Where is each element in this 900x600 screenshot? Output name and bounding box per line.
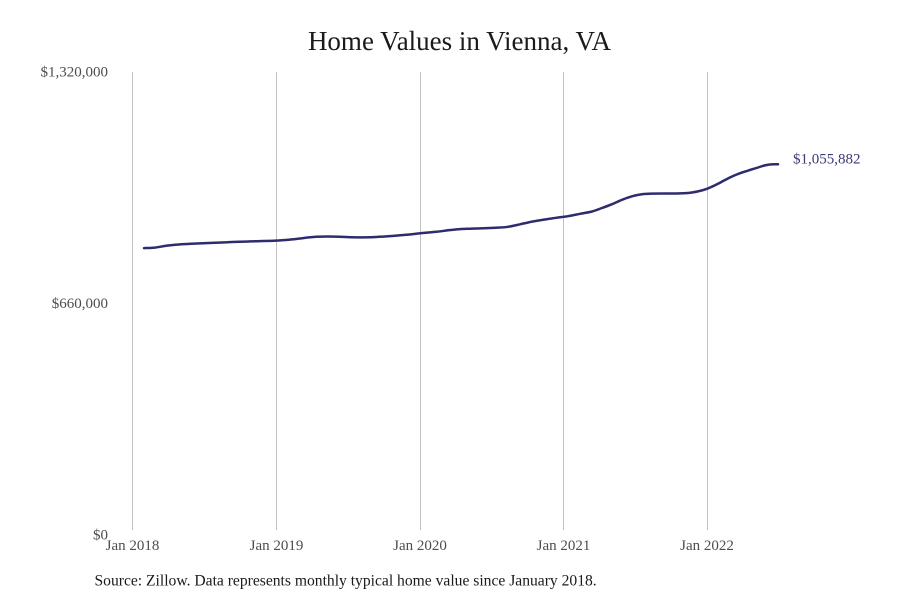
svg-text:$1,320,000: $1,320,000 xyxy=(41,65,109,81)
svg-text:Jan 2019: Jan 2019 xyxy=(250,538,304,554)
svg-text:Home Values in Vienna, VA: Home Values in Vienna, VA xyxy=(308,26,612,56)
svg-text:Source: Zillow. Data represent: Source: Zillow. Data represents monthly … xyxy=(95,573,597,590)
svg-text:Jan 2018: Jan 2018 xyxy=(106,538,160,554)
svg-text:Jan 2022: Jan 2022 xyxy=(680,538,734,554)
svg-text:$0: $0 xyxy=(93,528,108,544)
svg-text:$1,055,882: $1,055,882 xyxy=(793,151,861,167)
svg-text:Jan 2020: Jan 2020 xyxy=(393,538,447,554)
svg-text:$660,000: $660,000 xyxy=(52,296,108,312)
svg-text:Jan 2021: Jan 2021 xyxy=(537,538,591,554)
